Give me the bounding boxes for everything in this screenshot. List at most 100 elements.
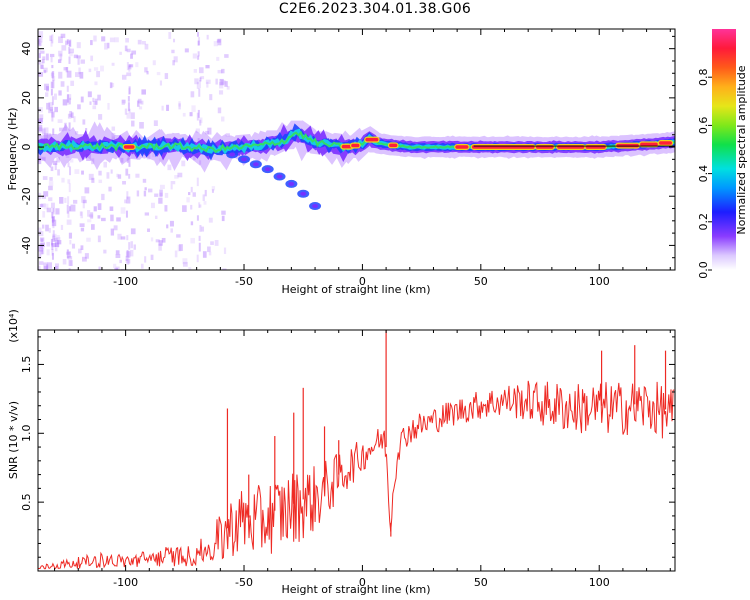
noise-streak: [51, 249, 54, 256]
noise-speckle: [81, 196, 86, 203]
noise-speckle: [62, 99, 68, 106]
colorbar-label: Normalized spectral amplitude: [735, 65, 748, 234]
noise-speckle: [42, 224, 45, 229]
noise-speckle: [43, 266, 48, 270]
noise-speckle: [42, 211, 46, 218]
noise-speckle: [130, 228, 136, 235]
noise-speckle: [40, 242, 45, 248]
noise-streak: [52, 71, 55, 79]
noise-streak: [52, 128, 55, 135]
noise-speckle: [117, 233, 122, 240]
noise-streak: [69, 239, 72, 245]
noise-speckle: [93, 35, 97, 42]
noise-speckle: [46, 133, 52, 140]
noise-speckle: [84, 253, 89, 259]
spectrogram-ticks: -100 -50 0 50 100 40 20 0 -20 -40: [20, 29, 675, 288]
noise-speckle: [43, 70, 47, 74]
noise-speckle: [121, 74, 127, 80]
noise-speckle: [182, 261, 188, 267]
noise-speckle: [73, 116, 76, 123]
noise-streak: [198, 37, 201, 46]
noise-streak: [69, 97, 72, 105]
noise-speckle: [50, 72, 55, 77]
noise-speckle: [219, 82, 224, 89]
noise-speckle: [161, 105, 164, 111]
noise-speckle: [91, 224, 95, 230]
noise-speckle: [173, 56, 178, 63]
y-tick-label: 40: [20, 42, 33, 56]
colorbar: 0.0 0.2 0.4 0.6 0.8 Normalized spectral ampl…: [697, 29, 748, 279]
noise-speckle: [54, 265, 58, 270]
noise-speckle: [173, 38, 176, 43]
noise-streak: [199, 77, 202, 82]
noise-streak: [128, 65, 131, 72]
noise-speckle: [125, 38, 129, 43]
branch-blob-core: [276, 174, 283, 179]
noise-streak: [51, 252, 54, 260]
noise-speckle: [65, 154, 70, 159]
noise-speckle: [59, 127, 64, 132]
snr-y-axis-label: SNR (10 * v/v): [7, 401, 20, 479]
noise-speckle: [39, 261, 44, 265]
noise-speckle: [159, 80, 163, 86]
noise-speckle: [211, 186, 216, 191]
noise-speckle: [80, 227, 85, 232]
noise-speckle: [174, 174, 179, 179]
noise-speckle: [116, 173, 119, 178]
noise-speckle: [43, 262, 48, 270]
noise-speckle: [200, 76, 205, 80]
noise-speckle: [89, 101, 92, 105]
spectrogram-y-axis-label: Frequency (Hz): [6, 108, 19, 191]
noise-speckle: [182, 258, 188, 265]
noise-speckle: [90, 55, 94, 62]
noise-speckle: [42, 128, 46, 135]
colorbar-tick-label: 0.2: [697, 213, 710, 231]
noise-streak: [196, 81, 199, 89]
noise-speckle: [41, 157, 46, 161]
noise-speckle: [40, 238, 44, 242]
noise-speckle: [87, 219, 92, 223]
noise-speckle: [224, 81, 228, 87]
noise-speckle: [40, 50, 45, 54]
noise-speckle: [87, 210, 91, 217]
noise-speckle: [110, 214, 114, 222]
noise-speckle: [45, 53, 49, 61]
noise-speckle: [39, 117, 44, 122]
noise-speckle: [57, 59, 62, 64]
noise-speckle: [215, 78, 218, 85]
noise-speckle: [42, 176, 48, 180]
noise-speckle: [38, 31, 44, 38]
noise-speckle: [210, 241, 214, 245]
noise-speckle: [67, 179, 71, 184]
noise-speckle: [176, 234, 181, 238]
noise-speckle: [211, 189, 214, 193]
noise-speckle: [206, 81, 209, 88]
x-tick-label: -50: [235, 275, 253, 288]
noise-speckle: [51, 76, 56, 81]
noise-speckle: [67, 113, 72, 119]
noise-speckle: [38, 227, 42, 233]
branch-blob-core: [288, 181, 295, 186]
noise-speckle: [219, 78, 224, 86]
noise-speckle: [80, 96, 84, 103]
noise-speckle: [59, 53, 63, 61]
noise-speckle: [82, 202, 85, 209]
noise-speckle: [159, 189, 163, 197]
noise-speckle: [71, 243, 76, 249]
noise-speckle: [144, 43, 149, 50]
noise-speckle: [94, 98, 98, 105]
y-tick-label: -20: [20, 187, 33, 205]
noise-speckle: [41, 247, 45, 255]
noise-speckle: [106, 172, 110, 179]
noise-speckle: [64, 122, 67, 128]
noise-speckle: [69, 159, 74, 163]
noise-speckle: [51, 219, 57, 227]
noise-speckle: [195, 128, 200, 134]
x-tick-label: 50: [474, 275, 488, 288]
noise-speckle: [188, 267, 192, 270]
noise-speckle: [56, 237, 61, 241]
noise-speckle: [52, 235, 56, 242]
noise-speckle: [48, 108, 53, 114]
noise-speckle: [203, 201, 207, 205]
x-tick-label: -100: [113, 576, 138, 589]
